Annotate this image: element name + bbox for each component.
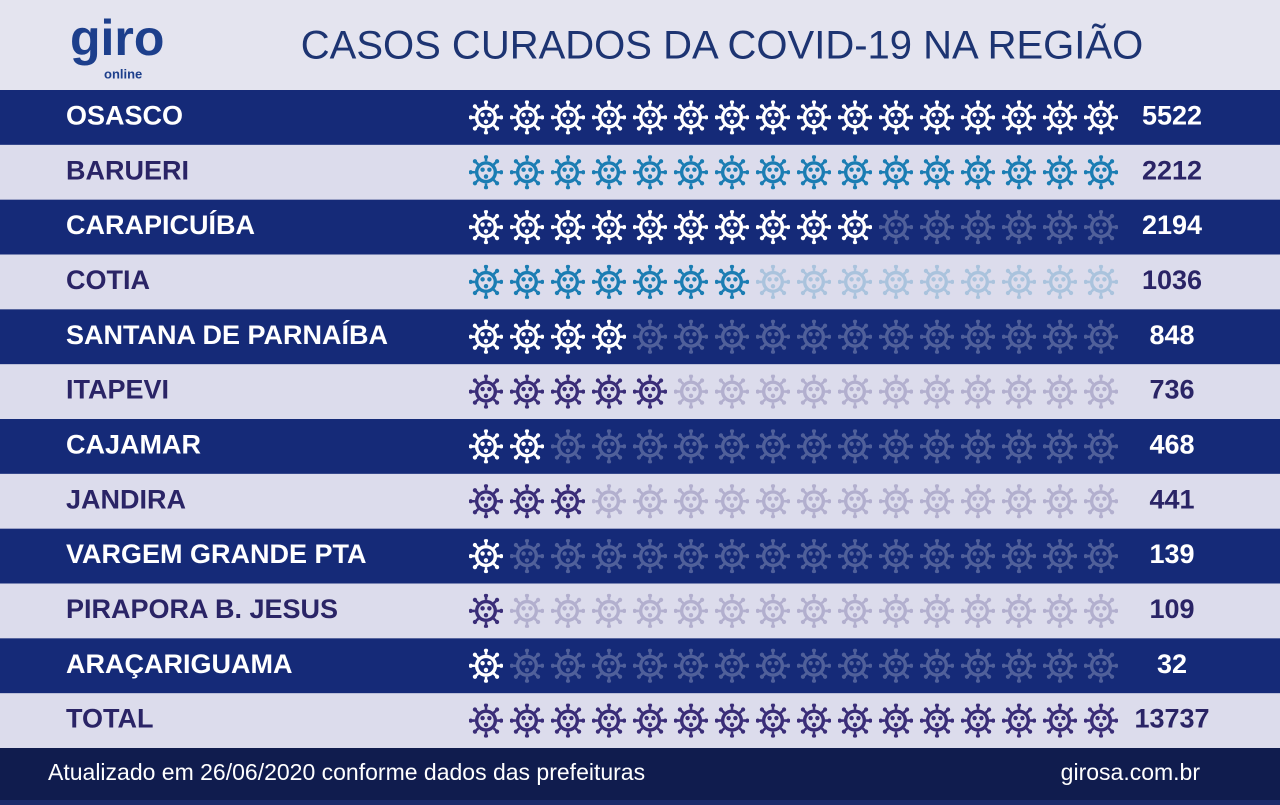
row-value: 5522 <box>1142 101 1202 131</box>
row-value: 441 <box>1149 484 1194 514</box>
row-value: 2212 <box>1142 155 1202 185</box>
row-name: CARAPICUÍBA <box>66 209 255 240</box>
row-name: OSASCO <box>66 101 183 131</box>
row-value: 32 <box>1157 649 1187 679</box>
row-value: 736 <box>1149 375 1194 405</box>
row-value: 109 <box>1149 594 1194 624</box>
row-name: TOTAL <box>66 704 154 734</box>
row-value: 139 <box>1149 539 1194 569</box>
row-name: VARGEM GRANDE PTA <box>66 539 367 569</box>
footer-site: girosa.com.br <box>1061 759 1201 785</box>
row-value: 13737 <box>1134 704 1209 734</box>
header-bg <box>0 0 1280 90</box>
row-name: COTIA <box>66 265 150 295</box>
row-value: 848 <box>1149 320 1194 350</box>
logo-sub: online <box>104 66 142 81</box>
footer-note: Atualizado em 26/06/2020 conforme dados … <box>48 759 645 785</box>
row-value: 1036 <box>1142 265 1202 295</box>
footer-bg <box>0 748 1280 800</box>
rows: OSASCO 5522 BARUERI 2212 CARAPICUÍBA 2194 COTI… <box>0 90 1280 749</box>
row-name: ARAÇARIGUAMA <box>66 649 292 679</box>
row-value: 2194 <box>1142 210 1202 240</box>
row-name: PIRAPORA B. JESUS <box>66 594 338 624</box>
row-name: SANTANA DE PARNAÍBA <box>66 319 388 350</box>
row-value: 468 <box>1149 430 1194 460</box>
row-name: BARUERI <box>66 155 189 185</box>
chart-title: CASOS CURADOS DA COVID-19 NA REGIÃO <box>301 23 1143 68</box>
logo-brand: giro <box>70 10 164 66</box>
row-name: CAJAMAR <box>66 430 201 460</box>
row-name: JANDIRA <box>66 484 186 514</box>
row-name: ITAPEVI <box>66 375 169 405</box>
